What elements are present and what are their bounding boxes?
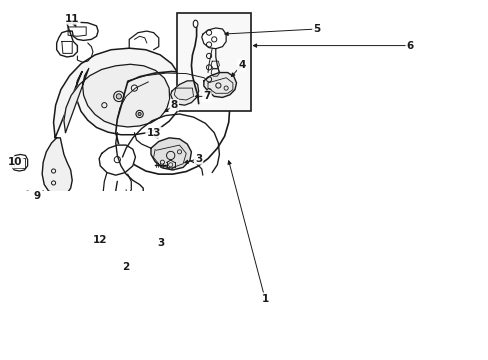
Polygon shape <box>117 198 148 225</box>
Polygon shape <box>57 22 98 57</box>
Polygon shape <box>202 28 225 49</box>
Bar <box>177 13 250 111</box>
Text: 1: 1 <box>261 293 268 303</box>
Text: 13: 13 <box>146 128 161 138</box>
Polygon shape <box>42 138 72 196</box>
Text: 3: 3 <box>158 238 164 248</box>
Circle shape <box>116 94 121 99</box>
Polygon shape <box>54 48 182 138</box>
Text: 3: 3 <box>195 154 202 163</box>
Polygon shape <box>64 64 169 133</box>
Text: 9: 9 <box>33 191 41 201</box>
Text: 2: 2 <box>122 262 129 273</box>
Text: 8: 8 <box>170 100 178 110</box>
Polygon shape <box>99 145 135 175</box>
Text: 6: 6 <box>406 41 413 51</box>
Text: 11: 11 <box>65 14 80 24</box>
Text: 5: 5 <box>313 24 320 34</box>
Text: 10: 10 <box>8 157 22 167</box>
Polygon shape <box>203 73 236 98</box>
Text: 7: 7 <box>203 91 210 102</box>
Ellipse shape <box>193 20 198 27</box>
Circle shape <box>138 112 141 116</box>
Polygon shape <box>11 154 28 171</box>
Polygon shape <box>116 72 229 174</box>
Polygon shape <box>170 81 198 105</box>
Text: 4: 4 <box>238 60 245 70</box>
Polygon shape <box>151 138 191 170</box>
Text: 12: 12 <box>93 235 107 245</box>
